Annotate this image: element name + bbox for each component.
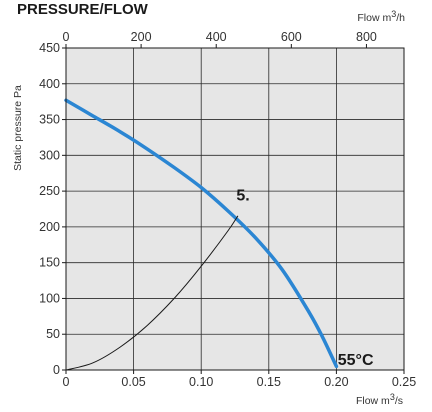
y-axis-label: Static pressure Pa (12, 85, 24, 171)
plot-border (65, 47, 405, 371)
x-tick-label: 0.15 (257, 375, 281, 389)
x-top-tick-label: 400 (206, 30, 227, 44)
x-tick-label: 0.25 (392, 375, 416, 389)
series-group (64, 98, 339, 371)
x-tick-label: 0.10 (189, 375, 213, 389)
annotation-label: 5. (236, 187, 249, 204)
chart-title: PRESSURE/FLOW (17, 1, 149, 18)
y-tick-label: 50 (46, 327, 60, 341)
series-line-fan-curve (64, 98, 339, 369)
x-tick-label: 0.20 (324, 375, 348, 389)
x-axis-top-label: Flow m3/h (357, 9, 405, 24)
y-tick-label: 350 (39, 113, 60, 127)
y-axis-ticks: 0 50 100 150 200 250 300 350 400 450 (39, 41, 66, 377)
x-tick-label: 0 (63, 375, 70, 389)
x-top-tick-label: 0 (63, 30, 70, 44)
grid-lines (66, 48, 404, 370)
y-tick-label: 250 (39, 184, 60, 198)
x-axis-ticks: 0 0.05 0.10 0.15 0.20 0.25 (63, 370, 416, 389)
y-tick-label: 100 (39, 291, 60, 305)
x-top-tick-label: 600 (281, 30, 302, 44)
y-tick-label: 300 (39, 148, 60, 162)
y-tick-label: 0 (53, 363, 60, 377)
x-top-tick-label: 200 (131, 30, 152, 44)
x-axis-label: Flow m3/s (356, 392, 403, 407)
y-tick-label: 200 (39, 220, 60, 234)
plot-area (66, 48, 404, 370)
annotations: 5. 55°C (236, 187, 374, 369)
annotation-label: 55°C (338, 352, 374, 369)
y-tick-label: 150 (39, 256, 60, 270)
series-line-system-curve (65, 215, 239, 371)
y-tick-label: 450 (39, 41, 60, 55)
top-axis-ticks: 0 200 400 600 800 (63, 30, 377, 48)
x-top-tick-label: 800 (356, 30, 377, 44)
y-tick-label: 400 (39, 77, 60, 91)
x-tick-label: 0.05 (121, 375, 145, 389)
